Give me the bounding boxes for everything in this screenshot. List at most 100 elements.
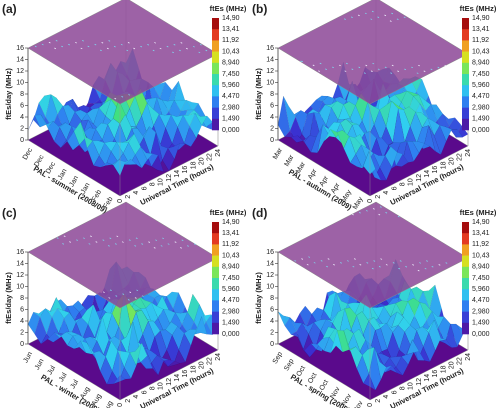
z-tick-label: 6 xyxy=(20,102,24,109)
z-tick-label: 14 xyxy=(16,56,24,63)
colorbar-tick-label: 1,490 xyxy=(472,116,490,123)
colorbar-tick-label: 13,41 xyxy=(222,26,240,33)
top-speck xyxy=(372,208,375,210)
colorbar-tick-label: 2,980 xyxy=(472,104,490,111)
top-speck xyxy=(399,260,402,262)
colorbar-tick-label: 10,43 xyxy=(222,48,240,55)
z-tick-label: 8 xyxy=(20,295,24,302)
hour-label: 0 xyxy=(117,403,124,407)
top-speck xyxy=(121,241,124,243)
z-tick-label: 12 xyxy=(266,68,274,75)
top-speck xyxy=(166,45,169,48)
z-tick-label: 14 xyxy=(266,56,274,63)
top-speck xyxy=(107,245,110,247)
colorbar-segment xyxy=(212,222,219,234)
colorbar-tick-label: 8,940 xyxy=(222,264,240,271)
top-speck xyxy=(135,237,138,239)
top-speck xyxy=(350,16,353,18)
top-plane xyxy=(27,0,219,105)
hour-label: 18 xyxy=(190,161,197,169)
z-tick-label: 2 xyxy=(270,125,274,132)
z-tick-label: 6 xyxy=(270,306,274,313)
hour-label: 10 xyxy=(158,178,165,186)
colorbar-segment xyxy=(462,107,469,120)
top-speck xyxy=(160,245,163,247)
top-speck xyxy=(205,49,208,52)
top-speck xyxy=(54,47,57,50)
top-speck xyxy=(301,258,304,260)
z-tick-label: 10 xyxy=(266,79,274,86)
hour-label: 4 xyxy=(383,191,390,195)
hour-label: 18 xyxy=(440,161,447,169)
top-speck xyxy=(152,49,155,52)
hour-label: 20 xyxy=(199,361,206,369)
colorbar-tick-label: 1,490 xyxy=(222,116,240,123)
colorbar-tick-label: 5,960 xyxy=(222,82,240,89)
top-speck xyxy=(167,243,170,245)
top-speck xyxy=(340,262,342,264)
panel-label: (d) xyxy=(252,206,267,220)
top-speck xyxy=(114,97,117,100)
top-speck xyxy=(353,258,356,260)
hour-label: 10 xyxy=(408,178,415,186)
hour-label: 6 xyxy=(141,186,148,190)
hour-label: 10 xyxy=(158,382,165,390)
top-speck xyxy=(162,237,165,240)
top-speck xyxy=(431,266,434,268)
z-tick-label: 16 xyxy=(266,45,274,52)
z-tick-label: 16 xyxy=(16,45,24,52)
month-label: Mar xyxy=(272,146,284,161)
top-plane xyxy=(277,201,469,309)
top-speck xyxy=(174,241,177,243)
hour-label: 2 xyxy=(375,195,382,199)
top-speck xyxy=(397,215,400,218)
hour-label: 18 xyxy=(440,365,447,373)
z-tick-label: 14 xyxy=(16,260,24,267)
top-speck xyxy=(320,260,323,262)
top-speck xyxy=(371,10,374,13)
top-speck xyxy=(101,42,104,44)
colorbar-tick-label: 4,470 xyxy=(222,93,240,100)
top-speck xyxy=(109,237,112,239)
colorbar-segment xyxy=(212,40,219,52)
colorbar-tick-label: 4,470 xyxy=(472,93,490,100)
colorbar-segment xyxy=(462,40,469,52)
top-speck xyxy=(416,72,419,74)
colorbar-segment xyxy=(212,311,219,324)
top-speck xyxy=(426,260,428,262)
colorbar-tick-label: 0,000 xyxy=(472,127,490,134)
hour-label: 24 xyxy=(465,149,472,157)
colorbar-tick-label: 8,940 xyxy=(222,60,240,67)
colorbar-segment xyxy=(462,85,469,97)
colorbar-tick-label: 7,450 xyxy=(472,275,490,282)
top-speck xyxy=(185,47,188,50)
top-speck xyxy=(129,291,132,293)
colorbar-tick-label: 2,980 xyxy=(222,104,240,111)
top-speck xyxy=(82,40,84,42)
top-speck xyxy=(359,264,362,266)
top-speck xyxy=(127,42,130,44)
top-speck xyxy=(444,64,447,67)
colorbar-segment xyxy=(212,266,219,279)
top-speck xyxy=(76,239,78,241)
colorbar-segment xyxy=(212,244,219,256)
z-tick-label: 12 xyxy=(266,272,274,279)
top-speck xyxy=(108,297,111,299)
colorbar-tick-label: 4,470 xyxy=(222,297,240,304)
top-speck xyxy=(391,12,394,15)
colorbar-segment xyxy=(462,51,469,64)
colorbar-tick-label: 7,450 xyxy=(472,71,490,78)
hour-label: 14 xyxy=(424,374,431,382)
hour-label: 8 xyxy=(400,386,407,390)
month-label: Apr xyxy=(319,174,331,188)
z-tick-label: 0 xyxy=(270,137,274,144)
top-speck xyxy=(379,206,382,208)
month-label: Oct xyxy=(296,365,308,378)
top-speck xyxy=(179,49,181,52)
top-speck xyxy=(371,267,374,270)
colorbar-segment xyxy=(462,222,469,234)
colorbar-segment xyxy=(462,118,469,131)
panel-label: (a) xyxy=(2,2,17,16)
top-speck xyxy=(333,264,335,266)
